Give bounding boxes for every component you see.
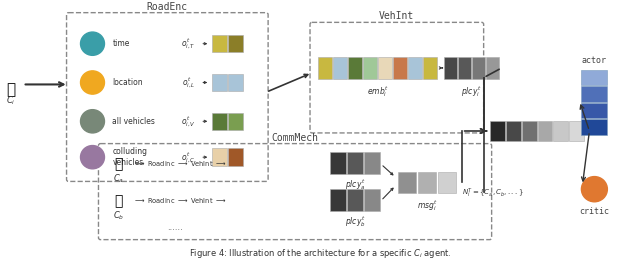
- Text: $msg_i^t$: $msg_i^t$: [417, 198, 438, 213]
- Bar: [212, 35, 227, 52]
- Bar: [378, 57, 392, 79]
- Bar: [458, 57, 470, 79]
- Bar: [212, 74, 227, 91]
- Text: $o^t_{i,V}$: $o^t_{i,V}$: [181, 114, 196, 129]
- Bar: [212, 149, 227, 166]
- Text: $o^t_{i,L}$: $o^t_{i,L}$: [182, 75, 195, 90]
- Bar: [393, 57, 407, 79]
- Bar: [330, 152, 346, 174]
- Bar: [581, 70, 607, 85]
- Bar: [408, 57, 422, 79]
- Circle shape: [81, 110, 104, 133]
- Bar: [318, 57, 332, 79]
- Bar: [522, 121, 536, 141]
- Text: 🚙: 🚙: [6, 82, 15, 97]
- Bar: [228, 35, 243, 52]
- Text: $\longrightarrow$ Roadinc $\longrightarrow$ VehInt $\longrightarrow$: $\longrightarrow$ Roadinc $\longrightarr…: [133, 160, 227, 168]
- Bar: [212, 113, 227, 130]
- Circle shape: [81, 32, 104, 55]
- Text: $o^t_{i,C}$: $o^t_{i,C}$: [181, 150, 196, 165]
- Text: $emb_i^t$: $emb_i^t$: [367, 84, 389, 99]
- Bar: [333, 57, 347, 79]
- Text: VehInt: VehInt: [380, 11, 415, 21]
- Bar: [538, 121, 552, 141]
- Bar: [554, 121, 568, 141]
- Text: location: location: [113, 78, 143, 87]
- Bar: [364, 189, 380, 211]
- Text: CommMech: CommMech: [271, 133, 319, 143]
- Bar: [472, 57, 484, 79]
- Bar: [418, 172, 436, 193]
- Circle shape: [581, 177, 607, 202]
- Text: actor: actor: [582, 56, 607, 65]
- Text: $C_i$: $C_i$: [6, 95, 15, 107]
- Bar: [438, 172, 456, 193]
- Bar: [444, 57, 457, 79]
- Text: $C_a$: $C_a$: [113, 172, 124, 185]
- Text: $\longrightarrow$ Roadinc $\longrightarrow$ VehInt $\longrightarrow$: $\longrightarrow$ Roadinc $\longrightarr…: [133, 196, 227, 205]
- Text: $plcy_i^t$: $plcy_i^t$: [461, 84, 482, 99]
- Circle shape: [81, 146, 104, 169]
- Bar: [364, 152, 380, 174]
- Text: $plcy_a^t$: $plcy_a^t$: [345, 178, 365, 193]
- Bar: [490, 121, 504, 141]
- Text: $N_i^T = \{C_a, C_b, ...\}$: $N_i^T = \{C_a, C_b, ...\}$: [461, 187, 524, 200]
- Text: all vehicles: all vehicles: [113, 117, 156, 126]
- Bar: [486, 57, 499, 79]
- Bar: [423, 57, 436, 79]
- Text: $plcy_b^t$: $plcy_b^t$: [345, 214, 366, 229]
- Text: time: time: [113, 39, 130, 48]
- Bar: [581, 86, 607, 102]
- Text: colluding
vehicles: colluding vehicles: [113, 148, 147, 167]
- Bar: [228, 113, 243, 130]
- Bar: [228, 74, 243, 91]
- Bar: [363, 57, 377, 79]
- Text: 🚕: 🚕: [115, 157, 123, 171]
- Bar: [581, 103, 607, 118]
- Text: 🚗: 🚗: [115, 194, 123, 208]
- Bar: [228, 149, 243, 166]
- Text: critic: critic: [579, 207, 609, 216]
- Bar: [348, 57, 362, 79]
- Text: Figure 4: Illustration of the architecture for a specific $C_i$ agent.: Figure 4: Illustration of the architectu…: [189, 247, 451, 260]
- Bar: [347, 189, 363, 211]
- Bar: [506, 121, 520, 141]
- Bar: [570, 121, 584, 141]
- Text: $o^t_{i,T}$: $o^t_{i,T}$: [181, 36, 196, 51]
- Circle shape: [81, 71, 104, 94]
- Bar: [347, 152, 363, 174]
- Text: $C_b$: $C_b$: [113, 209, 124, 222]
- Text: RoadEnc: RoadEnc: [147, 2, 188, 12]
- Bar: [581, 119, 607, 135]
- Text: ......: ......: [168, 223, 183, 232]
- Bar: [330, 189, 346, 211]
- Bar: [398, 172, 416, 193]
